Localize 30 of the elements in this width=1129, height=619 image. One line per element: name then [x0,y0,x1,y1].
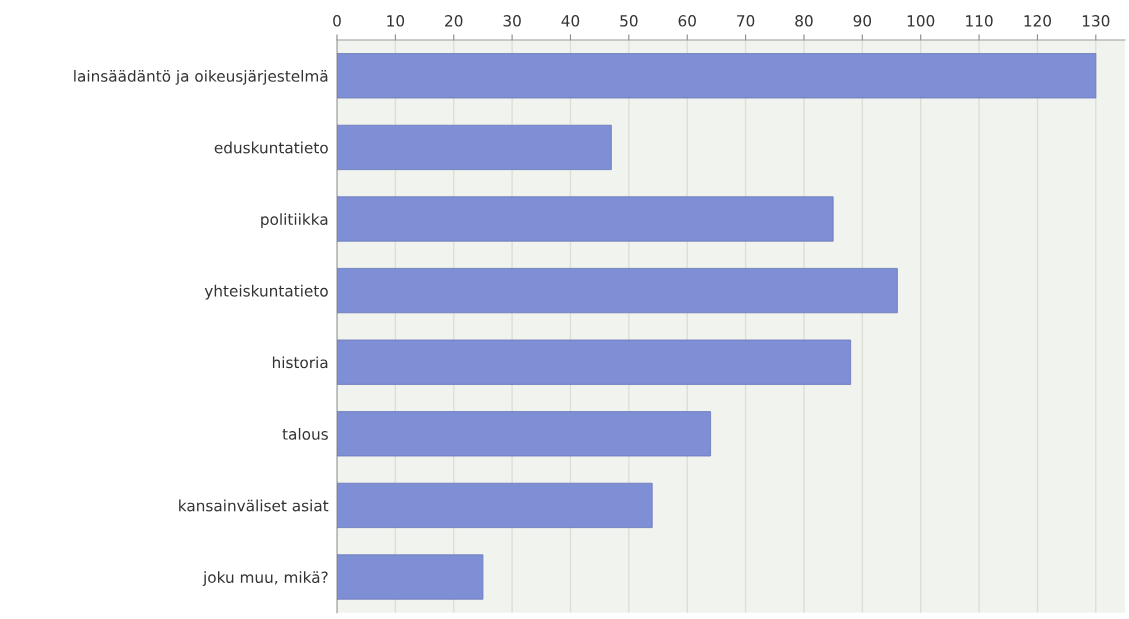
y-tick-label: politiikka [261,213,328,228]
x-tick-label: 40 [561,15,580,27]
x-tick-label: 10 [387,15,405,27]
y-tick-label: historia [272,356,328,369]
y-tick-label: eduskuntatieto [214,141,328,154]
y-tick-label: joku muu, mikä? [202,571,328,586]
y-tick-label: lainsäädäntö ja oikeusjärjestelmä [74,70,328,85]
x-tick-label: 30 [503,15,521,27]
y-tick-label: kansainväliset asiat [179,499,329,512]
x-tick-label: 70 [737,15,755,27]
x-tick-label: 90 [853,15,872,27]
x-tick-label: 20 [445,15,463,27]
x-tick-label: 0 [333,15,341,27]
bar [337,267,898,314]
x-tick-label: 100 [907,15,935,27]
bar [337,482,653,529]
x-tick-label: 80 [795,15,813,27]
bar [337,339,852,385]
bar [337,124,612,171]
x-tick-label: 130 [1082,15,1110,27]
y-tick-label: yhteiskuntatieto [204,284,328,300]
x-tick-label: 50 [620,15,638,27]
x-tick-label: 110 [966,15,993,27]
x-tick-label: 120 [1024,15,1052,27]
bar [337,411,711,457]
bar [337,554,484,600]
y-tick-label: talous [282,428,328,440]
x-tick-label: 60 [678,15,696,27]
bar [337,196,834,242]
bar [337,53,1097,99]
